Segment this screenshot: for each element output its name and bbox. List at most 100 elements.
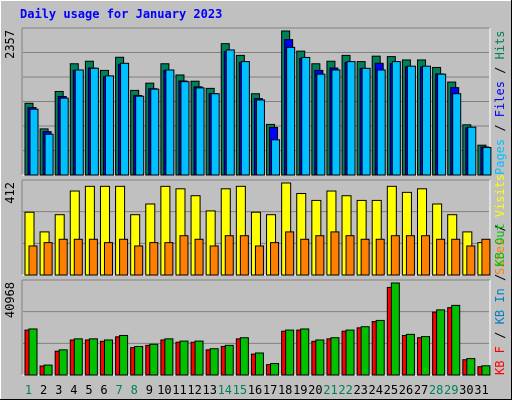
bar-sites (300, 238, 310, 276)
bar-sites (43, 242, 53, 276)
bar-kb-out (88, 338, 98, 376)
bar-sites (88, 238, 98, 276)
bar-sites (330, 231, 340, 276)
bar-pages (452, 93, 462, 176)
bar-sites (58, 238, 68, 276)
bar-pages (225, 49, 235, 176)
bar-pages (89, 67, 99, 176)
day-label: 20 (308, 383, 322, 397)
bar-sites (466, 245, 476, 276)
bar-kb-out (466, 358, 476, 376)
bar-sites (179, 235, 189, 276)
legend-separator: / (493, 59, 507, 81)
bar-kb-out (43, 364, 53, 376)
bar-pages (437, 73, 447, 176)
day-label: 19 (293, 383, 307, 397)
bar-sites (270, 242, 280, 276)
day-label: 15 (233, 383, 247, 397)
bar-sites (345, 235, 355, 276)
bar-pages (150, 88, 160, 176)
bar-sites (254, 245, 264, 276)
y-max-label: 412 (3, 182, 17, 204)
bar-pages (376, 69, 386, 176)
bar-kb-out (164, 338, 174, 376)
bar-sites (405, 235, 415, 276)
bar-pages (316, 73, 326, 176)
bar-sites (390, 235, 400, 276)
day-label: 24 (369, 383, 383, 397)
day-label: 7 (116, 383, 123, 397)
bar-kb-out (270, 363, 280, 376)
bar-kb-out (149, 343, 159, 376)
day-label: 21 (323, 383, 337, 397)
bar-sites (103, 242, 113, 276)
bar-pages (59, 97, 69, 176)
bar-kb-out (345, 329, 355, 376)
legend-entry: Hits (493, 30, 507, 59)
legend-entry: Sites (493, 239, 507, 275)
bar-pages (346, 61, 356, 176)
legend: KB F / KB In / KB Out (493, 223, 507, 375)
day-label: 31 (474, 383, 488, 397)
day-label: 11 (172, 383, 186, 397)
legend: Sites / Visits (493, 174, 507, 275)
bar-kb-out (209, 348, 219, 376)
bar-pages (74, 69, 84, 176)
bar-kb-out (300, 328, 310, 376)
bar-pages (135, 95, 145, 176)
bar-sites (149, 242, 159, 276)
bar-sites (421, 235, 431, 276)
day-label: 10 (157, 383, 171, 397)
bar-pages (422, 65, 432, 176)
bar-pages (29, 108, 39, 176)
bar-kb-out (254, 352, 264, 376)
day-label: 14 (218, 383, 232, 397)
bar-sites (134, 245, 144, 276)
bar-pages (271, 139, 281, 176)
legend-separator: / (493, 267, 507, 289)
day-label: 29 (444, 383, 458, 397)
y-max-label: 40968 (3, 282, 17, 318)
day-label: 12 (187, 383, 201, 397)
day-label: 16 (248, 383, 262, 397)
bar-sites (224, 235, 234, 276)
legend-separator: / (493, 324, 507, 346)
bar-sites (315, 235, 325, 276)
bar-kb-out (28, 328, 38, 376)
bar-kb-out (481, 365, 491, 376)
day-label: 13 (202, 383, 216, 397)
day-label: 9 (146, 383, 153, 397)
bar-pages (467, 126, 477, 176)
bar-pages (240, 61, 250, 176)
y-max-label: 2357 (3, 30, 17, 59)
chart-title: Daily usage for January 2023 (20, 7, 223, 21)
bar-pages (120, 62, 130, 176)
bar-sites (285, 231, 295, 276)
bar-pages (165, 69, 175, 176)
day-label: 1 (25, 383, 32, 397)
bar-pages (331, 69, 341, 176)
legend: Pages / Files / Hits (493, 30, 507, 175)
bar-kb-out (421, 336, 431, 376)
day-axis: 1 2 3 4 5 6 7 8 9 10 11 12 13 14 15 16 17 18 19 20 21 22 23 24 2… (25, 383, 489, 397)
bar-kb-out (375, 319, 385, 376)
bar-kb-out (119, 334, 129, 376)
bar-pages (195, 87, 205, 176)
bar-kb-out (73, 338, 83, 376)
legend-entry: KB In (493, 288, 507, 324)
bar-pages (44, 133, 54, 176)
bar-pages (210, 93, 220, 176)
bar-kb-out (451, 304, 461, 376)
bar-kb-out (194, 340, 204, 376)
day-label: 18 (278, 383, 292, 397)
day-label: 27 (414, 383, 428, 397)
bar-kb-out (58, 349, 68, 376)
bar-sites (360, 238, 370, 276)
day-label: 3 (55, 383, 62, 397)
hits-files-pages-panel: 2357 Pages / Files / Hits (3, 27, 507, 176)
day-label: 5 (85, 383, 92, 397)
legend-entry: Visits (493, 174, 507, 217)
legend-entry: Files (493, 81, 507, 117)
bar-sites (481, 238, 491, 276)
bar-kb-out (330, 337, 340, 376)
